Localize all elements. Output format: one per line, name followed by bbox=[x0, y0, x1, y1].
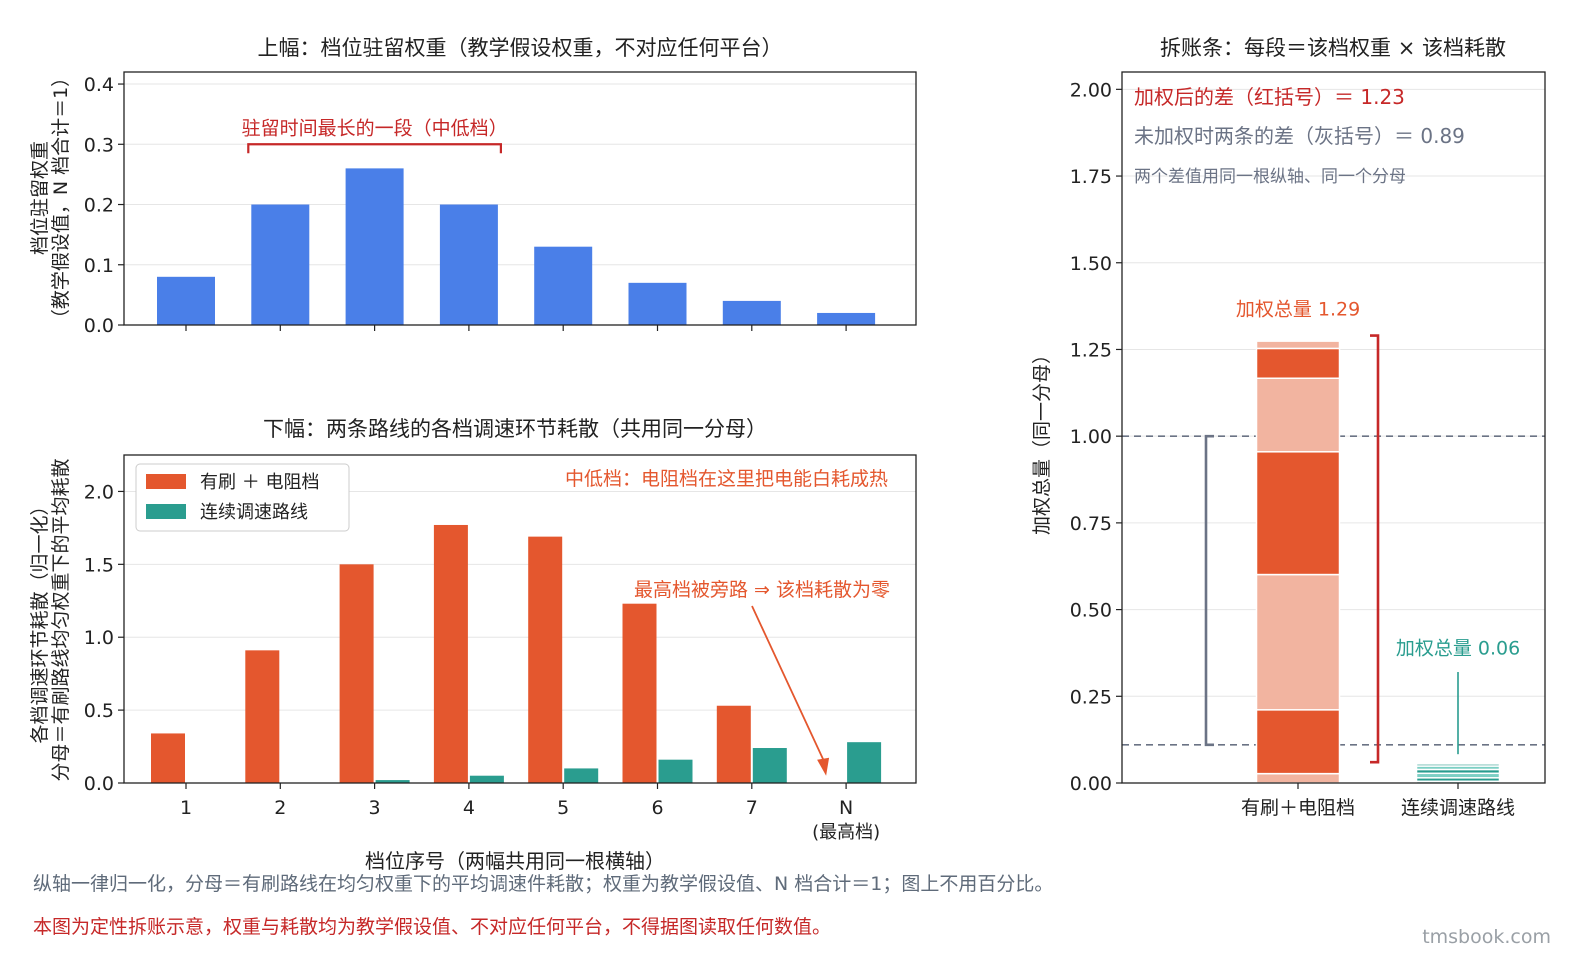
right-stack-brushed-segment-3 bbox=[1255, 573, 1341, 711]
top-bar-2 bbox=[251, 204, 310, 325]
top-bar-N bbox=[817, 312, 876, 325]
bottom-xtick-label: 5 bbox=[557, 797, 569, 819]
right-total-label-continuous: 加权总量 0.06 bbox=[1396, 638, 1520, 660]
right-ytick-label: 0.75 bbox=[1070, 513, 1112, 535]
bottom-bar-continuous-3 bbox=[375, 780, 410, 783]
top-bar-4 bbox=[439, 204, 498, 325]
right-ytick-label: 0.50 bbox=[1070, 600, 1112, 622]
right-stack-brushed-segment-7 bbox=[1255, 340, 1341, 350]
right-xtick-label: 连续调速路线 bbox=[1401, 797, 1515, 819]
bottom-bar-brushed-4 bbox=[433, 524, 468, 783]
top-ylabel-sub: （教学假设值，N 档合计＝1） bbox=[50, 68, 72, 328]
watermark: tmsbook.com bbox=[1422, 926, 1551, 948]
bottom-bar-brushed-5 bbox=[528, 536, 563, 783]
top-bar-1 bbox=[157, 276, 215, 325]
right-note-same-axis: 两个差值用同一根纵轴、同一个分母 bbox=[1134, 167, 1406, 187]
right-stack-brushed-segment-4 bbox=[1255, 451, 1341, 576]
bottom-annotation-midgear: 中低档：电阻档在这里把电能白耗成热 bbox=[565, 468, 888, 490]
bottom-panel-dissipation: 下幅：两条路线的各档调速环节耗散（共用同一分母） 0.0 0.5 1.0 1.5 2.0 1… bbox=[29, 417, 917, 873]
bottom-xlabel: 档位序号（两幅共用同一根横轴） bbox=[365, 849, 665, 873]
bottom-bar-brushed-6 bbox=[622, 603, 657, 783]
bottom-bar-brushed-1 bbox=[151, 733, 185, 783]
footnote-disclaimer: 本图为定性拆账示意，权重与耗散均为教学假设值、不对应任何平台，不得据图读取任何数… bbox=[33, 916, 832, 938]
bottom-bar-brushed-2 bbox=[245, 650, 280, 783]
right-ytick-label: 0.25 bbox=[1070, 686, 1112, 708]
bottom-xtick-label: 2 bbox=[274, 797, 286, 819]
right-red-bracket bbox=[1370, 334, 1380, 764]
legend-label-continuous: 连续调速路线 bbox=[200, 502, 308, 523]
bottom-ytick-label: 1.5 bbox=[84, 554, 114, 576]
top-ytick-label: 0.0 bbox=[84, 315, 114, 337]
top-bar-6 bbox=[628, 282, 687, 325]
right-note-unweighted-diff: 未加权时两条的差（灰括号）＝ 0.89 bbox=[1134, 124, 1465, 148]
right-stack-brushed-segment-1 bbox=[1255, 772, 1341, 784]
bottom-bar-continuous-7 bbox=[752, 748, 787, 783]
bottom-ytick-label: 1.0 bbox=[84, 627, 114, 649]
right-ytick-label: 1.25 bbox=[1070, 339, 1112, 361]
bottom-xtick-sublabel: (最高档) bbox=[812, 822, 880, 843]
right-ylabel: 加权总量（同一分母） bbox=[1031, 345, 1053, 535]
right-stack-brushed-segment-6 bbox=[1255, 347, 1341, 380]
right-ytick-label: 1.50 bbox=[1070, 253, 1112, 275]
right-ytick-label: 1.75 bbox=[1070, 166, 1112, 188]
bottom-legend-box bbox=[135, 463, 350, 532]
bottom-ylabel: 各档调速环节耗散（归一化） bbox=[29, 496, 51, 743]
right-total-label-brushed: 加权总量 1.29 bbox=[1236, 299, 1360, 321]
bottom-xtick-label: N bbox=[839, 797, 853, 819]
legend-swatch-continuous bbox=[146, 504, 186, 519]
right-chart-title: 拆账条：每段＝该档权重 × 该档耗散 bbox=[1160, 36, 1506, 60]
top-ylabel: 档位驻留权重 bbox=[29, 141, 51, 255]
right-plot-frame bbox=[1121, 71, 1546, 784]
right-ytick-label: 1.00 bbox=[1070, 426, 1112, 448]
bottom-ytick-label: 0.5 bbox=[84, 700, 114, 722]
bottom-plot-frame bbox=[123, 454, 917, 784]
right-stack-continuous-segment-8 bbox=[1415, 763, 1501, 767]
bottom-xtick-label: 3 bbox=[369, 797, 381, 819]
bottom-ylabel-sub: 分母＝有刷路线均匀权重下的平均耗散 bbox=[50, 458, 72, 781]
right-ytick-label: 0.00 bbox=[1070, 773, 1112, 795]
top-plot-frame bbox=[123, 71, 917, 326]
top-ytick-label: 0.1 bbox=[84, 255, 114, 277]
bottom-annotation-topgear: 最高档被旁路 ⇒ 该档耗散为零 bbox=[634, 579, 890, 601]
right-panel-stacked-ledger: 拆账条：每段＝该档权重 × 该档耗散 0.00 0.25 0.50 0.75 1.00 1.… bbox=[1031, 36, 1546, 819]
bottom-arrow-head bbox=[817, 757, 830, 776]
right-stack-brushed-segment-2 bbox=[1255, 709, 1341, 775]
bottom-xtick-label: 4 bbox=[463, 797, 475, 819]
bottom-xtick-label: 6 bbox=[651, 797, 663, 819]
bottom-ytick-label: 2.0 bbox=[84, 481, 114, 503]
bottom-bar-brushed-7 bbox=[716, 705, 751, 783]
top-bar-3 bbox=[345, 168, 404, 325]
bottom-bar-brushed-3 bbox=[339, 564, 374, 783]
bottom-arrow-line bbox=[751, 605, 827, 767]
bottom-chart-title: 下幅：两条路线的各档调速环节耗散（共用同一分母） bbox=[263, 417, 767, 441]
top-bracket-label: 驻留时间最长的一段（中低档） bbox=[242, 117, 508, 139]
top-ytick-label: 0.4 bbox=[84, 74, 114, 96]
bottom-bar-continuous-6 bbox=[658, 759, 693, 783]
right-grey-bracket bbox=[1204, 434, 1214, 747]
top-bar-7 bbox=[722, 300, 781, 325]
bottom-xtick-label: 1 bbox=[180, 797, 192, 819]
bottom-bar-continuous-5 bbox=[564, 768, 599, 783]
top-chart-title: 上幅：档位驻留权重（教学假设权重，不对应任何平台） bbox=[258, 36, 783, 60]
right-ytick-label: 2.00 bbox=[1070, 79, 1112, 101]
bottom-bar-continuous-N bbox=[847, 742, 882, 783]
top-ytick-label: 0.2 bbox=[84, 195, 114, 217]
bottom-bar-continuous-4 bbox=[469, 775, 504, 783]
top-bracket bbox=[247, 143, 502, 154]
right-note-weighted-diff: 加权后的差（红括号）＝ 1.23 bbox=[1134, 85, 1405, 109]
legend-label-brushed: 有刷 ＋ 电阻档 bbox=[200, 472, 319, 493]
bottom-xtick-label: 7 bbox=[746, 797, 758, 819]
top-bar-5 bbox=[534, 246, 593, 325]
right-stack-brushed-segment-5 bbox=[1255, 377, 1341, 453]
footnote-normalization: 纵轴一律归一化，分母＝有刷路线在均匀权重下的平均调速件耗散；权重为教学假设值、N… bbox=[33, 873, 1054, 895]
legend-swatch-brushed bbox=[146, 474, 186, 489]
bottom-ytick-label: 0.0 bbox=[84, 773, 114, 795]
right-xtick-label: 有刷＋电阻档 bbox=[1241, 797, 1355, 819]
top-ytick-label: 0.3 bbox=[84, 134, 114, 156]
top-panel-weights: 上幅：档位驻留权重（教学假设权重，不对应任何平台） 0.0 0.1 0.2 0.3 0.4… bbox=[29, 36, 917, 337]
